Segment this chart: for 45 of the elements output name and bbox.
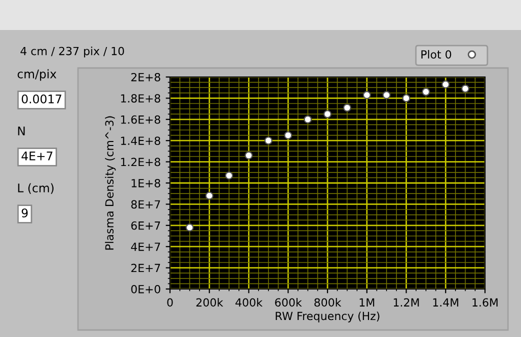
point: [362, 90, 371, 100]
x-axis-title: RW Frequency (Hz): [276, 312, 380, 322]
text: 9: [22, 208, 28, 218]
x-tick-label: 600k: [275, 298, 302, 307]
point: [205, 192, 214, 200]
point: [343, 104, 352, 112]
y-tick-label: 1.2E+8: [121, 158, 160, 166]
point: [304, 115, 312, 124]
point: [225, 172, 234, 180]
text: N: [18, 126, 25, 136]
x-tick-label: 1.2M: [394, 298, 419, 306]
x-tick-label: 400k: [235, 298, 263, 307]
legend-label: Plot 0: [421, 50, 452, 59]
point: [422, 88, 430, 96]
y-tick-label: 0E+0: [131, 284, 160, 294]
x-tick-label: 0: [167, 298, 173, 307]
y-tick-label: 1.4E+8: [121, 136, 160, 145]
text: L (cm): [18, 183, 54, 194]
x-tick-label: 1.4M: [433, 298, 458, 306]
point: [264, 136, 272, 145]
point: [402, 94, 410, 102]
point: [382, 90, 391, 100]
y-tick-label: 1E+8: [132, 178, 160, 188]
point: [284, 131, 292, 140]
point: [442, 80, 450, 88]
x-tick-label: 800k: [314, 298, 342, 307]
y-tick-label: 2E+8: [131, 72, 160, 82]
point: [323, 110, 332, 118]
point: [461, 84, 470, 93]
x-tick-label: 1M: [360, 298, 374, 306]
y-tick-label: 4E+7: [131, 242, 160, 251]
x-tick-label: 1.6M: [472, 298, 498, 307]
y-tick-label: 1.6E+8: [121, 115, 160, 124]
x-tick-label: 200k: [196, 298, 224, 307]
y-tick-label: 2E+7: [131, 264, 160, 272]
text: cm/pix: [18, 69, 56, 81]
text: 0.0017: [22, 94, 62, 104]
text: 4 cm / 237 pix / 10: [20, 46, 124, 58]
y-tick-label: 1.8E+8: [121, 94, 160, 103]
y-tick-label: 6E+7: [131, 221, 160, 230]
y-axis-title: Plasma Density (cm^-3): [104, 116, 116, 250]
y-tick-label: 8E+7: [131, 200, 160, 209]
point: [244, 151, 253, 160]
text: 4E+7: [22, 152, 52, 160]
point: [186, 223, 194, 232]
